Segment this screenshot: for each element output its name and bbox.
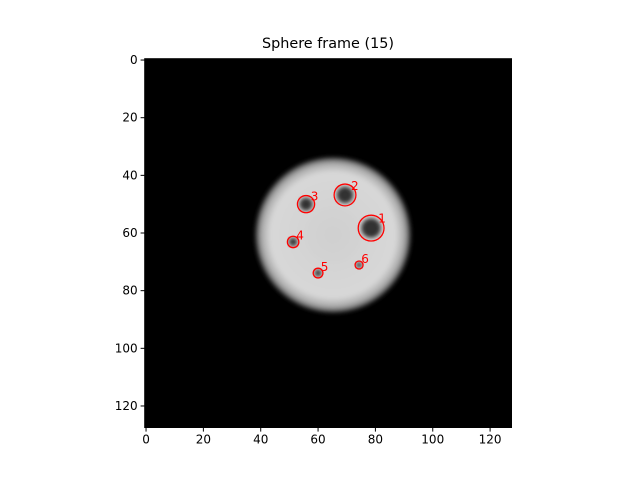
dark-spot xyxy=(356,261,363,269)
spot-circle xyxy=(333,183,357,207)
dark-spot xyxy=(299,197,313,211)
spot-label: 3 xyxy=(311,189,319,203)
y-tick-label: 120 xyxy=(115,399,138,413)
spot-circle xyxy=(286,235,300,249)
x-tick-label: 40 xyxy=(253,433,268,447)
x-tick-label: 100 xyxy=(421,433,444,447)
spot-circle xyxy=(312,267,324,279)
y-tick-label: 20 xyxy=(122,111,137,125)
spot-label: 2 xyxy=(351,179,359,193)
x-tick-label: 20 xyxy=(196,433,211,447)
spot-circle xyxy=(357,214,385,242)
y-tick-label: 100 xyxy=(115,341,138,355)
spot-label: 4 xyxy=(296,228,304,242)
x-tick-label: 60 xyxy=(310,433,325,447)
y-tick-label: 0 xyxy=(130,53,138,67)
y-tick-label: 40 xyxy=(122,168,137,182)
x-tick-label: 0 xyxy=(142,433,150,447)
dark-spot xyxy=(336,186,354,204)
spot-label: 1 xyxy=(378,211,386,225)
image xyxy=(144,58,512,428)
spot-label: 6 xyxy=(361,252,369,266)
y-tick-label: 80 xyxy=(122,284,137,298)
chart-title: Sphere frame (15) xyxy=(262,36,394,52)
spot-label: 5 xyxy=(321,260,329,274)
dark-spot xyxy=(288,237,298,247)
x-tick-label: 120 xyxy=(479,433,502,447)
spot-circle xyxy=(296,194,316,214)
spot-circle xyxy=(354,260,364,270)
y-tick-label: 60 xyxy=(122,226,137,240)
dark-spot xyxy=(314,269,322,277)
axes-frame xyxy=(144,58,513,428)
dark-spot xyxy=(361,218,381,238)
sphere-phantom xyxy=(255,157,411,313)
dark-spots xyxy=(288,186,381,277)
x-tick-label: 80 xyxy=(368,433,383,447)
